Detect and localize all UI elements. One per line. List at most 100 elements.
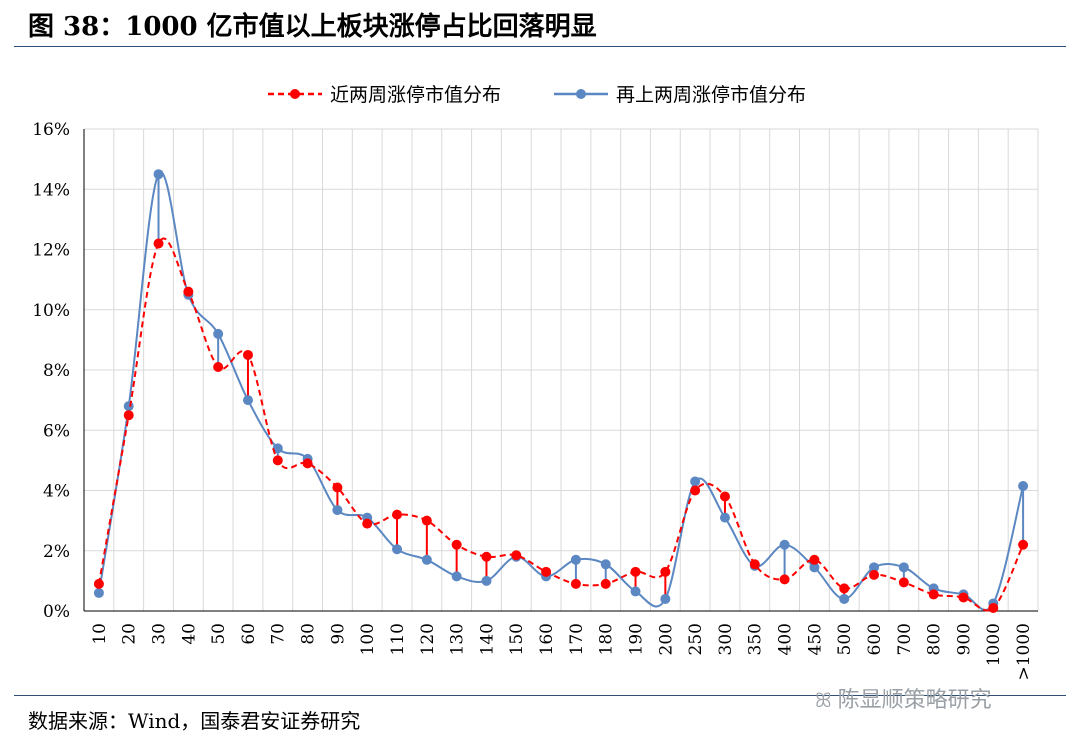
x-tick-label: 30 (149, 623, 169, 645)
legend: 近两周涨停市值分布 再上两周涨停市值分布 (268, 84, 806, 106)
data-point-recent (511, 550, 522, 561)
data-point-recent (690, 485, 701, 496)
x-tick-label: 300 (716, 623, 736, 655)
data-point-recent (302, 458, 313, 469)
wechat-icon: ꕤ (815, 688, 832, 712)
data-point-recent (988, 602, 999, 613)
source-note: 数据来源：Wind，国泰君安证券研究 (28, 709, 361, 733)
x-tick-label: >1000 (1014, 623, 1034, 681)
y-tick-label: 12% (32, 241, 70, 261)
data-point-recent (839, 583, 850, 594)
legend-item-recent: 近两周涨停市值分布 (268, 84, 501, 106)
data-point-previous (719, 512, 730, 523)
data-point-previous (332, 505, 343, 516)
x-tick-label: 40 (179, 623, 199, 645)
y-tick-label: 4% (43, 482, 70, 502)
data-point-recent (541, 566, 552, 577)
data-point-recent (779, 574, 790, 585)
x-tick-label: 140 (477, 623, 497, 655)
data-point-previous (123, 401, 134, 412)
data-point-recent (1018, 539, 1029, 550)
legend-label: 再上两周涨停市值分布 (616, 84, 806, 106)
series (93, 169, 1029, 613)
data-point-previous (392, 544, 403, 555)
data-point-recent (928, 589, 939, 600)
legend-swatch-marker (576, 89, 586, 99)
chart: 0% 2% 4% 6% 8% 10% 12% 14% 16% 10 20 30 40 50 60 70 80 90… (32, 84, 1039, 681)
data-point-previous (779, 539, 790, 550)
data-point-recent (332, 482, 343, 493)
y-tick-label: 14% (32, 180, 70, 200)
data-point-recent (183, 286, 194, 297)
x-tick-label: 50 (209, 623, 229, 645)
data-point-previous (481, 575, 492, 586)
data-point-previous (690, 476, 701, 487)
data-point-recent (213, 361, 224, 372)
x-tick-label: 80 (299, 623, 319, 645)
data-point-previous (451, 571, 462, 582)
data-point-previous (93, 587, 104, 598)
data-point-previous (1018, 480, 1029, 491)
data-point-recent (660, 566, 671, 577)
x-tick-label: 120 (418, 623, 438, 655)
legend-label: 近两周涨停市值分布 (330, 84, 501, 106)
data-point-recent (123, 410, 134, 421)
x-tick-label: 160 (537, 623, 557, 655)
x-tick-label: 1000 (984, 623, 1004, 666)
data-point-recent (749, 559, 760, 570)
data-point-recent (630, 566, 641, 577)
grid (84, 128, 1039, 611)
data-point-recent (451, 539, 462, 550)
data-point-previous (242, 395, 253, 406)
data-point-recent (153, 238, 164, 249)
data-point-recent (898, 577, 909, 588)
x-tick-label: 110 (388, 623, 408, 655)
data-point-recent (481, 551, 492, 562)
x-tick-label: 700 (895, 623, 915, 655)
data-point-previous (630, 586, 641, 597)
data-point-recent (362, 518, 373, 529)
x-tick-label: 90 (328, 623, 348, 645)
x-tick-label: 600 (865, 623, 885, 655)
y-tick-label: 16% (32, 120, 70, 140)
data-point-recent (958, 592, 969, 603)
watermark: ꕤ 陈显顺策略研究 (815, 682, 992, 714)
data-point-recent (869, 569, 880, 580)
data-point-previous (421, 554, 432, 565)
data-point-previous (272, 443, 283, 454)
data-point-recent (600, 578, 611, 589)
data-point-previous (213, 328, 224, 339)
footer-rule (14, 695, 1066, 696)
y-tick-label: 6% (43, 421, 70, 441)
data-point-previous (660, 593, 671, 604)
x-tick-label: 350 (746, 623, 766, 655)
watermark-text: 陈显顺策略研究 (837, 688, 992, 713)
x-tick-label: 20 (120, 623, 140, 645)
data-point-previous (898, 562, 909, 573)
data-point-recent (719, 491, 730, 502)
data-point-previous (869, 562, 880, 573)
x-tick-label: 180 (597, 623, 617, 655)
x-tick-label: 450 (805, 623, 825, 655)
x-tick-label: 190 (626, 623, 646, 655)
title-rule (14, 46, 1066, 47)
y-tick-label: 0% (43, 602, 70, 622)
data-point-previous (809, 562, 820, 573)
axes: 0% 2% 4% 6% 8% 10% 12% 14% 16% 10 20 30 40 50 60 70 80 90… (32, 120, 1038, 681)
data-point-previous (570, 554, 581, 565)
y-tick-label: 2% (43, 542, 70, 562)
x-tick-label: 170 (567, 623, 587, 655)
x-tick-label: 60 (239, 623, 259, 645)
x-tick-label: 100 (358, 623, 378, 655)
data-point-recent (570, 578, 581, 589)
x-tick-label: 200 (656, 623, 676, 655)
legend-item-previous: 再上两周涨停市值分布 (554, 84, 806, 106)
legend-swatch-marker (290, 89, 300, 99)
data-point-previous (153, 169, 164, 180)
figure-title: 图 38：1000 亿市值以上板块涨停占比回落明显 (28, 12, 597, 42)
data-point-recent (421, 515, 432, 526)
y-tick-label: 8% (43, 361, 70, 381)
data-point-recent (272, 455, 283, 466)
x-tick-label: 10 (90, 623, 110, 645)
x-tick-label: 400 (776, 623, 796, 655)
